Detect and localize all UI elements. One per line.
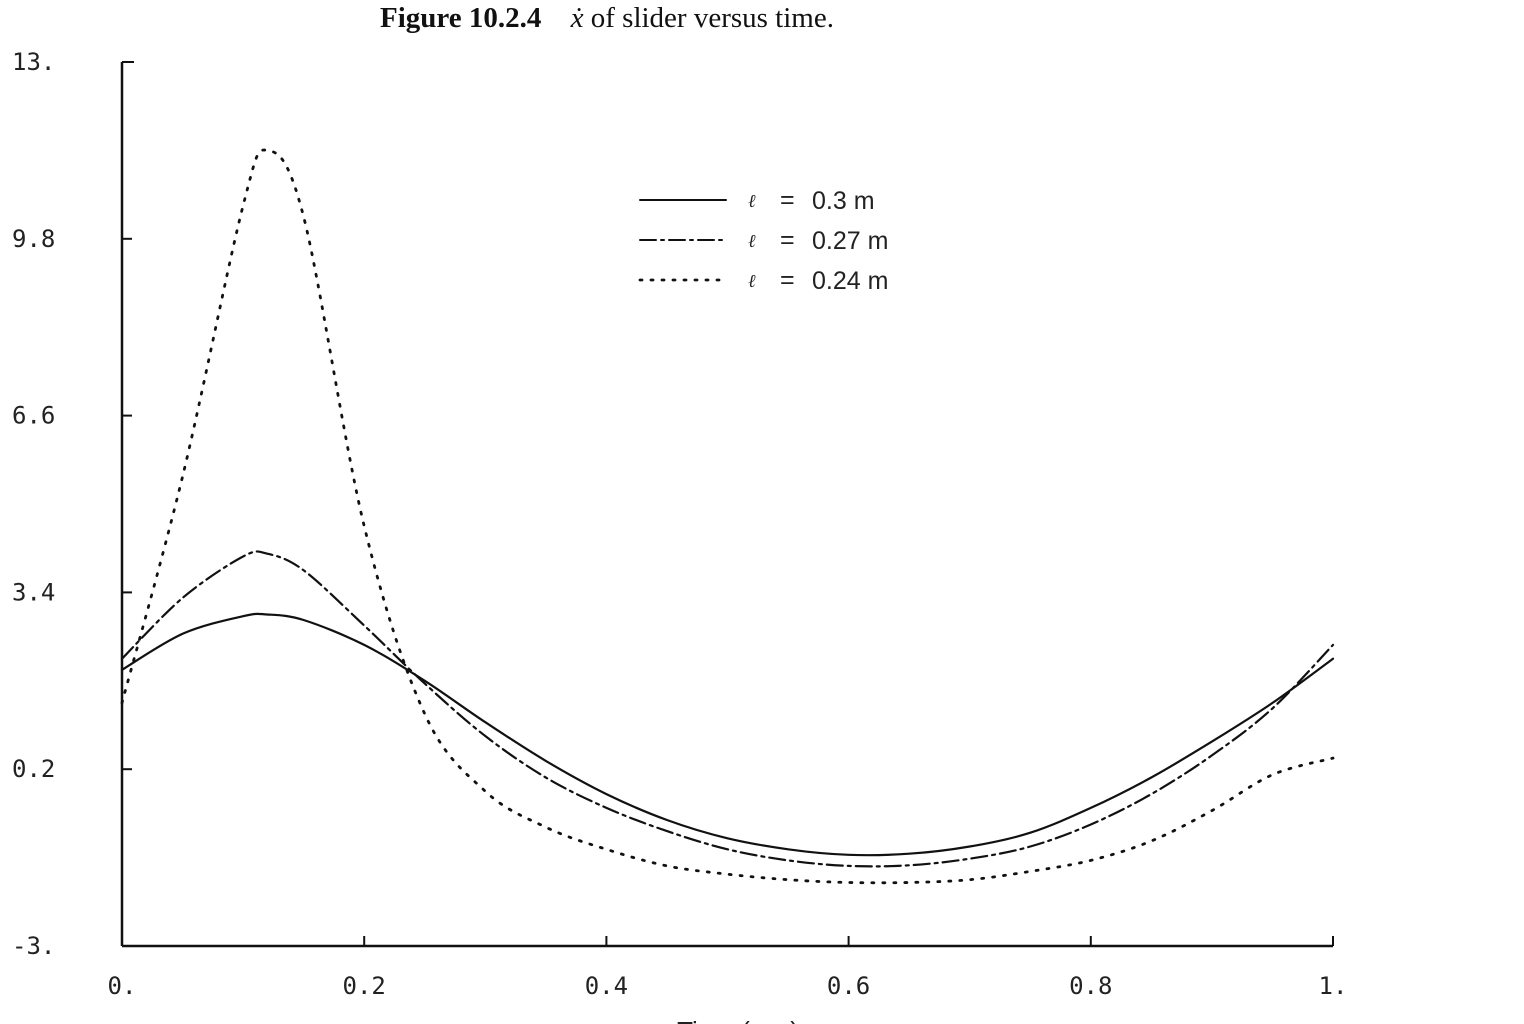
xdot-symbol: ẋ (570, 2, 584, 34)
caption-text: of slider versus time. (590, 2, 834, 34)
series-line-1 (120, 612, 1335, 857)
legend-symbol: ℓ (748, 231, 756, 252)
y-tick-label: 6.6 (12, 402, 55, 430)
legend-label-2: 0.27 m (812, 227, 888, 255)
y-tick-label: 0.2 (12, 755, 55, 783)
x-axis-title: Time (sec) (677, 1016, 799, 1024)
y-tick-label: 3.4 (12, 578, 55, 606)
legend-symbol: ℓ (748, 271, 756, 292)
series-line-2 (120, 550, 1335, 868)
figure-number: Figure 10.2.4 (380, 2, 542, 34)
legend-label-1: 0.3 m (812, 187, 875, 215)
x-tick-label: 0. (108, 972, 137, 1000)
legend-label-3: 0.24 m (812, 267, 888, 295)
legend-symbol: ℓ (748, 191, 756, 212)
legend-equals: = (780, 226, 795, 254)
legend: ℓ = 0.3 m ℓ = 0.27 m ℓ = 0.24 m (638, 186, 888, 295)
legend-equals: = (780, 186, 795, 214)
series-lines (120, 148, 1335, 885)
legend-equals: = (780, 266, 795, 294)
series-line-3 (120, 148, 1335, 885)
x-tick-label: 0.4 (585, 972, 628, 1000)
figure-caption: Figure 10.2.4 ẋ of slider versus time. (0, 2, 1300, 35)
y-tick-label: 13. (12, 48, 55, 76)
x-tick-label: 0.8 (1069, 972, 1112, 1000)
x-tick-label: 1. (1319, 972, 1348, 1000)
y-tick-label: 9.8 (12, 225, 55, 253)
x-tick-label: 0.6 (827, 972, 870, 1000)
y-tick-label: -3. (12, 932, 55, 960)
axes (120, 61, 1333, 948)
ticks: -3. 0.2 3.4 6.6 9.8 13. 0. 0.2 0.4 0.6 0.8 1. (12, 48, 1347, 1000)
x-tick-label: 0.2 (343, 972, 386, 1000)
